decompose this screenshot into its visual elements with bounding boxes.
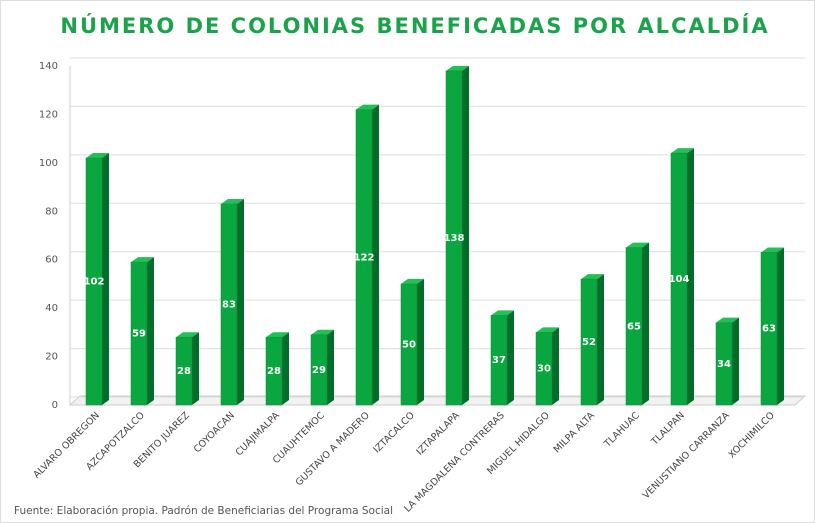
- bar-side: [282, 332, 289, 405]
- value-label: 28: [267, 366, 281, 377]
- bar-top: [176, 332, 199, 338]
- bar: [355, 109, 373, 406]
- y-tick-label: 140: [39, 61, 58, 72]
- bar: [490, 315, 508, 406]
- bar: [625, 247, 643, 406]
- floor: [68, 395, 807, 406]
- bar-top: [446, 65, 469, 71]
- bar-side: [687, 148, 694, 405]
- value-label: 104: [669, 274, 690, 285]
- bar-top: [716, 317, 739, 323]
- bar: [310, 334, 328, 406]
- bar-top: [491, 310, 514, 316]
- value-label: 65: [627, 321, 641, 332]
- bar-side: [417, 278, 424, 405]
- bar: [85, 157, 103, 406]
- value-label: 34: [717, 359, 731, 370]
- bar-top: [221, 199, 244, 205]
- value-label: 59: [132, 329, 146, 340]
- source-note: Fuente: Elaboración propia. Padrón de Be…: [14, 505, 393, 517]
- bar: [265, 336, 283, 406]
- bar-side: [327, 329, 334, 405]
- y-tick-label: 80: [45, 206, 58, 217]
- bar: [220, 203, 238, 406]
- bar-side: [777, 247, 784, 405]
- value-label: 29: [312, 365, 326, 376]
- y-tick-label: 20: [45, 352, 58, 363]
- bar-side: [102, 153, 109, 405]
- y-tick-label: 0: [52, 400, 58, 411]
- value-label: 83: [222, 300, 236, 311]
- bar-top: [761, 247, 784, 253]
- bar-top: [131, 257, 154, 263]
- bar-side: [237, 199, 244, 405]
- y-tick-label: 100: [39, 158, 58, 169]
- bar-side: [552, 327, 559, 405]
- bar: [580, 278, 598, 406]
- value-label: 28: [177, 366, 191, 377]
- bar: [715, 322, 733, 406]
- bar: [445, 70, 463, 406]
- y-tick-label: 120: [39, 109, 58, 120]
- bar-side: [732, 317, 739, 405]
- bar-side: [372, 104, 379, 405]
- bar-top: [536, 327, 559, 333]
- bar-side: [507, 310, 514, 405]
- bar-side: [147, 257, 154, 405]
- bar: [175, 336, 193, 406]
- y-tick-label: 40: [45, 303, 58, 314]
- bar-top: [266, 332, 289, 338]
- value-label: 102: [84, 277, 105, 288]
- value-label: 122: [354, 252, 375, 263]
- value-label: 52: [582, 337, 596, 348]
- bar: [400, 283, 418, 406]
- bar-top: [626, 242, 649, 248]
- bar-top: [356, 104, 379, 110]
- value-label: 138: [444, 233, 465, 244]
- bar: [535, 332, 553, 406]
- value-label: 30: [537, 364, 551, 375]
- value-label: 63: [762, 324, 776, 335]
- bar-top: [581, 274, 604, 280]
- bar-top: [311, 329, 334, 335]
- bar: [130, 261, 148, 406]
- y-tick-label: 60: [45, 255, 58, 266]
- bar-side: [192, 332, 199, 405]
- value-label: 50: [402, 339, 416, 350]
- bar-top: [401, 278, 424, 284]
- value-label: 37: [492, 355, 506, 366]
- bar-side: [597, 274, 604, 405]
- bar: [760, 252, 778, 406]
- bar-top: [86, 153, 109, 159]
- chart-title: NÚMERO DE COLONIAS BENEFICADAS POR ALCAL…: [60, 13, 769, 38]
- bar-side: [462, 65, 469, 405]
- bar: [670, 152, 688, 406]
- bar-side: [642, 242, 649, 405]
- bar-top: [671, 148, 694, 154]
